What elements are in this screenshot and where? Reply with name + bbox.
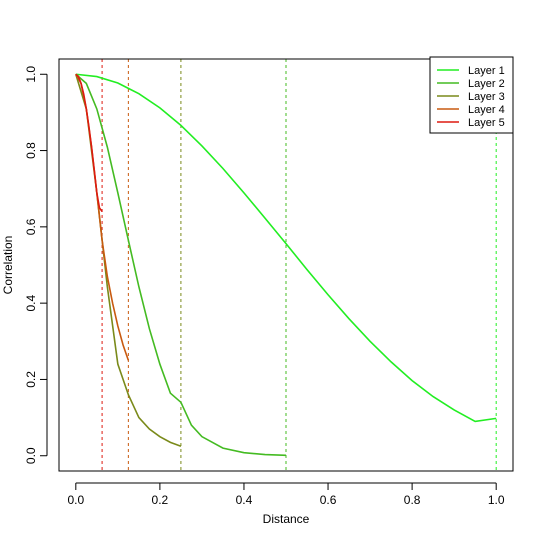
legend-label-5: Layer 5 [468,117,505,129]
x-tick-label: 0.8 [404,493,421,507]
x-tick-label: 0.4 [236,493,253,507]
y-tick-label: 0.4 [24,294,38,311]
y-tick-label: 0.2 [24,371,38,388]
y-axis-label: Correlation [1,236,15,295]
y-tick-label: 0.8 [24,142,38,159]
series-line-2 [75,73,287,457]
plot-frame [58,58,514,472]
y-axis: 0.0 0.2 0.4 0.6 0.8 1.0 [24,66,48,464]
legend-label-1: Layer 1 [468,65,505,77]
legend-label-3: Layer 3 [468,91,505,103]
legend-label-2: Layer 2 [468,78,505,90]
x-tick-label: 1.0 [488,493,505,507]
y-tick-label: 0.6 [24,218,38,235]
series-line-1 [75,73,497,423]
y-tick-label: 0.0 [24,447,38,464]
legend-label-4: Layer 4 [468,104,505,116]
x-tick-label: 0.0 [67,493,84,507]
series-line-5 [75,73,103,213]
y-tick-label: 1.0 [24,66,38,83]
x-axis: 0.0 0.2 0.4 0.6 0.8 1.0 [67,482,505,507]
series-lines-group [75,73,497,457]
x-axis-label: Distance [263,512,310,526]
x-tick-label: 0.2 [152,493,169,507]
x-tick-label: 0.6 [320,493,337,507]
